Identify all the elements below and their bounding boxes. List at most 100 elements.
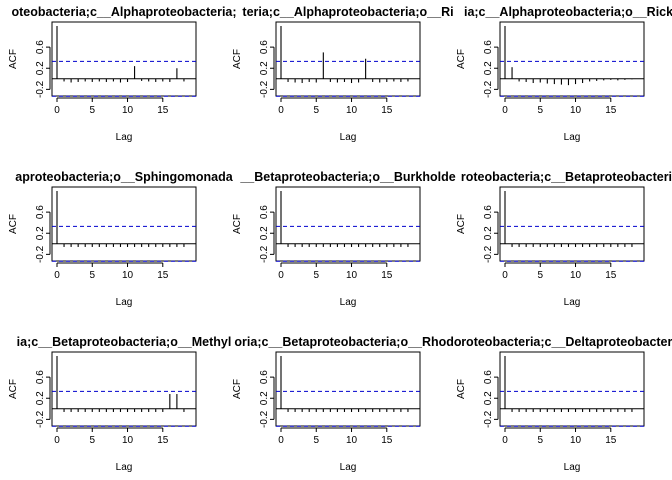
panel-title: ia;c__Betaproteobacteria;o__Methyl: [17, 335, 232, 349]
x-tick-label: 10: [570, 435, 582, 446]
x-tick-label: 0: [502, 105, 508, 116]
x-tick-label: 5: [89, 105, 95, 116]
x-tick-label: 5: [89, 435, 95, 446]
x-tick-label: 5: [313, 105, 319, 116]
x-tick-label: 15: [381, 270, 393, 281]
y-tick-label: 0.6: [259, 40, 270, 54]
acf-panel-2: teria;c__Alphaproteobacteria;o__Ri 0 5 10 15…: [232, 5, 454, 143]
x-tick-label: 10: [346, 435, 358, 446]
panel-title: __Betaproteobacteria;o__Burkholde: [239, 170, 455, 184]
x-tick-label: 0: [278, 270, 284, 281]
x-tick-label: 10: [122, 105, 134, 116]
plot-frame: [275, 186, 421, 262]
x-tick-label: 15: [605, 435, 617, 446]
y-tick-label: -0.2: [259, 410, 270, 428]
plot-frame: [51, 351, 197, 427]
panel-title: ia;c__Alphaproteobacteria;o__Ricke: [464, 5, 672, 19]
x-axis-label: Lag: [564, 132, 581, 143]
x-axis-label: Lag: [116, 297, 133, 308]
plot-frame: [275, 21, 421, 97]
x-tick-label: 10: [570, 270, 582, 281]
plot-frame: [51, 21, 197, 97]
x-axis-label: Lag: [116, 462, 133, 473]
y-tick-label: 0.2: [35, 61, 46, 75]
x-tick-label: 0: [502, 270, 508, 281]
x-tick-label: 15: [605, 270, 617, 281]
y-tick-label: -0.2: [483, 245, 494, 263]
y-axis-label: ACF: [456, 379, 467, 399]
acf-panel-9: roteobacteria;c__Deltaproteobacteria 0 5 10…: [456, 335, 672, 473]
x-tick-label: 5: [537, 270, 543, 281]
y-axis-label: ACF: [232, 49, 243, 69]
x-tick-label: 5: [537, 105, 543, 116]
y-axis-label: ACF: [8, 49, 19, 69]
y-tick-label: 0.6: [35, 40, 46, 54]
y-tick-label: 0.6: [483, 205, 494, 219]
x-tick-label: 15: [605, 105, 617, 116]
y-axis-label: ACF: [232, 214, 243, 234]
x-tick-label: 0: [54, 105, 60, 116]
acf-panel-3: ia;c__Alphaproteobacteria;o__Ricke 0 5 10 15…: [456, 5, 672, 143]
plot-frame: [51, 186, 197, 262]
x-tick-label: 5: [313, 435, 319, 446]
panel-title: roteobacteria;c__Deltaproteobacteria: [461, 335, 672, 349]
x-tick-label: 0: [502, 435, 508, 446]
y-tick-label: 0.2: [35, 226, 46, 240]
plot-frame: [275, 351, 421, 427]
y-axis-label: ACF: [456, 49, 467, 69]
x-axis-label: Lag: [340, 297, 357, 308]
y-tick-label: -0.2: [35, 410, 46, 428]
y-tick-label: 0.6: [259, 205, 270, 219]
x-tick-label: 0: [54, 270, 60, 281]
x-tick-label: 15: [381, 435, 393, 446]
y-tick-label: 0.2: [483, 226, 494, 240]
y-axis-label: ACF: [8, 379, 19, 399]
y-tick-label: 0.6: [35, 370, 46, 384]
acf-panel-8: oria;c__Betaproteobacteria;o__Rhodo 0 5 10 1…: [232, 335, 462, 473]
x-tick-label: 10: [122, 270, 134, 281]
x-axis-label: Lag: [340, 462, 357, 473]
x-tick-label: 15: [381, 105, 393, 116]
panel-title: oteobacteria;c__Alphaproteobacteria;: [11, 5, 236, 19]
x-tick-label: 5: [313, 270, 319, 281]
y-tick-label: 0.2: [259, 391, 270, 405]
acf-panel-1: oteobacteria;c__Alphaproteobacteria; 0 5 10…: [8, 5, 237, 143]
panel-title: oria;c__Betaproteobacteria;o__Rhodo: [234, 335, 462, 349]
x-tick-label: 15: [157, 435, 169, 446]
x-tick-label: 5: [537, 435, 543, 446]
x-tick-label: 0: [278, 105, 284, 116]
panel-title: roteobacteria;c__Betaproteobacteria;: [461, 170, 672, 184]
x-tick-label: 10: [122, 435, 134, 446]
panel-title: teria;c__Alphaproteobacteria;o__Ri: [242, 5, 453, 19]
y-tick-label: 0.6: [259, 370, 270, 384]
acf-panel-5: __Betaproteobacteria;o__Burkholde 0 5 10 15 -…: [232, 170, 456, 308]
x-tick-label: 0: [278, 435, 284, 446]
x-axis-label: Lag: [564, 297, 581, 308]
x-tick-label: 10: [346, 105, 358, 116]
x-tick-label: 10: [570, 105, 582, 116]
x-axis-label: Lag: [340, 132, 357, 143]
panel-title: aproteobacteria;o__Sphingomonada: [15, 170, 233, 184]
y-tick-label: -0.2: [35, 245, 46, 263]
y-tick-label: 0.2: [483, 61, 494, 75]
y-tick-label: 0.2: [35, 391, 46, 405]
y-tick-label: -0.2: [35, 80, 46, 98]
plot-frame: [499, 21, 645, 97]
acf-panel-4: aproteobacteria;o__Sphingomonada 0 5 10 15 -0…: [8, 170, 234, 308]
y-axis-label: ACF: [456, 214, 467, 234]
y-tick-label: 0.6: [35, 205, 46, 219]
y-tick-label: 0.6: [483, 370, 494, 384]
x-tick-label: 15: [157, 105, 169, 116]
plot-frame: [499, 351, 645, 427]
y-axis-label: ACF: [232, 379, 243, 399]
x-tick-label: 0: [54, 435, 60, 446]
y-axis-label: ACF: [8, 214, 19, 234]
y-tick-label: -0.2: [259, 245, 270, 263]
x-tick-label: 5: [89, 270, 95, 281]
y-tick-label: -0.2: [483, 80, 494, 98]
plot-frame: [499, 186, 645, 262]
y-tick-label: -0.2: [259, 80, 270, 98]
y-tick-label: 0.2: [259, 61, 270, 75]
acf-panel-6: roteobacteria;c__Betaproteobacteria; 0 5 10…: [456, 170, 672, 308]
